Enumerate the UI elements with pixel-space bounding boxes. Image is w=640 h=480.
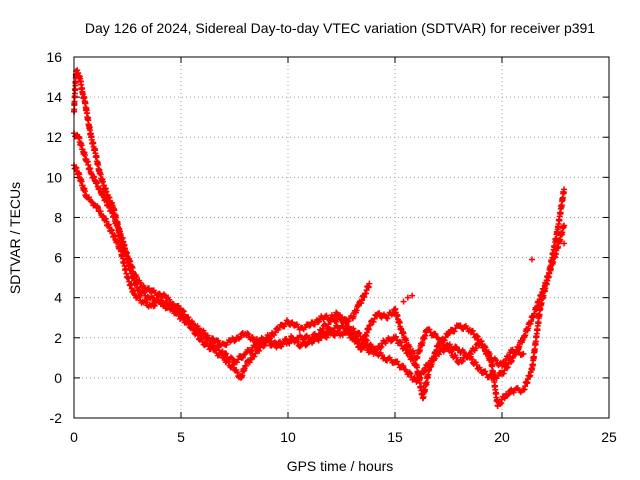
series-isolated <box>400 240 568 319</box>
data-point <box>528 256 535 263</box>
x-tick-label: 5 <box>177 429 185 445</box>
plot-frame <box>73 56 610 419</box>
data-point <box>535 312 542 319</box>
x-tick-label: 15 <box>387 429 403 445</box>
series-trace <box>72 131 567 409</box>
y-tick-label: 0 <box>54 370 62 386</box>
x-tick-label: 20 <box>494 429 510 445</box>
x-axis-label: GPS time / hours <box>287 458 394 474</box>
data-point <box>409 292 416 299</box>
data-points <box>71 67 568 409</box>
x-tick-label: 10 <box>280 429 296 445</box>
x-tick-label: 25 <box>601 429 617 445</box>
y-axis-label: SDTVAR / TECUs <box>7 182 23 294</box>
grid <box>74 57 609 418</box>
series-track-upper <box>71 67 373 349</box>
y-tick-label: -2 <box>50 410 63 426</box>
data-point <box>404 294 411 301</box>
y-tick-label: 10 <box>46 169 62 185</box>
data-point <box>400 298 407 305</box>
data-point <box>561 240 568 247</box>
series-trace <box>71 164 567 384</box>
y-tick-label: 4 <box>54 290 62 306</box>
y-tick-label: 14 <box>46 89 62 105</box>
series-track-lower <box>71 162 568 385</box>
y-tick-label: 8 <box>54 209 62 225</box>
series-track-middle <box>71 130 568 409</box>
series-track-mid2 <box>317 305 527 369</box>
axis-ticks: 0 5 10 15 20 25 -2 0 2 4 6 8 10 12 14 16 <box>46 49 617 445</box>
y-tick-label: 2 <box>54 330 62 346</box>
series-trace <box>71 67 372 349</box>
x-tick-label: 0 <box>70 429 78 445</box>
series-trace <box>318 305 526 369</box>
chart-title: Day 126 of 2024, Sidereal Day-to-day VTE… <box>85 20 595 36</box>
y-tick-label: 12 <box>46 129 62 145</box>
y-tick-label: 16 <box>46 49 62 65</box>
y-tick-label: 6 <box>54 250 62 266</box>
